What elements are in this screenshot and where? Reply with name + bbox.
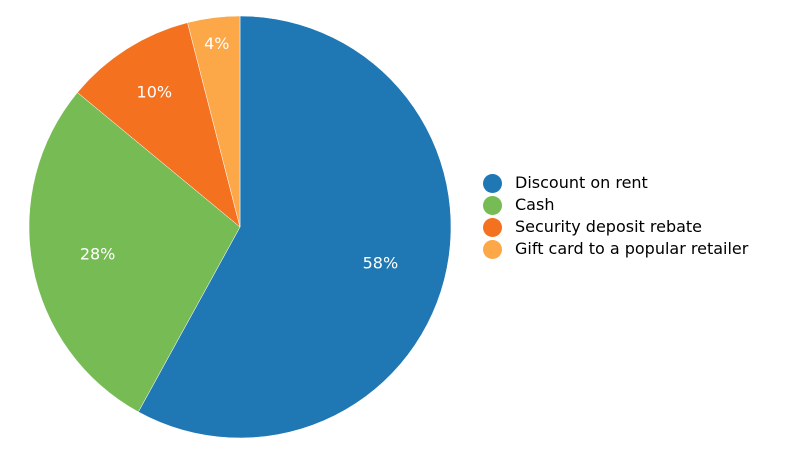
pie-slice-3: [187, 15, 241, 228]
pie-slice-labels: 58% 28% 10% 4%: [80, 34, 398, 273]
legend-item-2: Security deposit rebate: [483, 216, 748, 238]
legend: Discount on rent Cash Security deposit reb…: [483, 172, 748, 260]
legend-swatch-1: [483, 195, 502, 215]
legend-swatch-3: [483, 239, 502, 259]
legend-label-1: Cash: [515, 195, 555, 214]
pie-slice-2: [77, 22, 241, 228]
pie-slice-label-1: 28%: [80, 245, 116, 264]
legend-item-0: Discount on rent: [483, 172, 748, 194]
legend-label-2: Security deposit rebate: [515, 217, 703, 236]
pie-slice-label-3: 4%: [204, 34, 229, 53]
pie-slice-1: [28, 92, 241, 413]
pie-slice-label-2: 10%: [137, 82, 173, 101]
legend-item-3: Gift card to a popular retailer: [483, 238, 748, 260]
legend-label-3: Gift card to a popular retailer: [515, 239, 749, 258]
pie-slice-0: [138, 15, 452, 439]
pie-slice-label-0: 58%: [363, 254, 399, 273]
legend-swatch-2: [483, 217, 502, 237]
legend-label-0: Discount on rent: [515, 173, 648, 192]
legend-item-1: Cash: [483, 194, 748, 216]
pie-slices: [28, 15, 452, 439]
legend-swatch-0: [483, 173, 502, 193]
